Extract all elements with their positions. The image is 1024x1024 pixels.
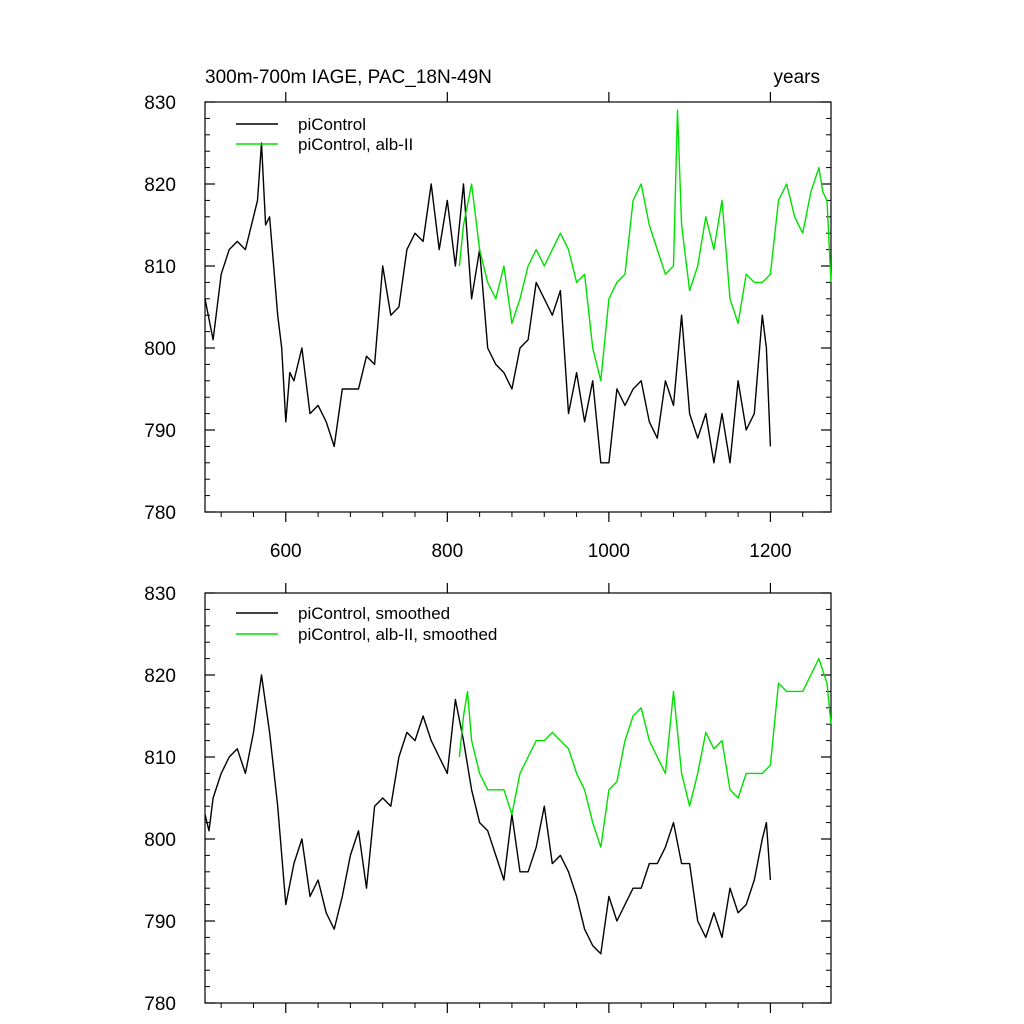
series-line-alb-ii bbox=[458, 657, 832, 848]
y-tick-label: 820 bbox=[144, 666, 176, 687]
y-tick-label: 790 bbox=[144, 421, 176, 442]
y-tick-label: 800 bbox=[144, 339, 176, 360]
y-tick-label: 780 bbox=[144, 994, 176, 1015]
y-tick-label: 790 bbox=[144, 912, 176, 933]
y-tick-label: 800 bbox=[144, 830, 176, 851]
x-tick-label: 1200 bbox=[749, 541, 791, 562]
plot-frame bbox=[204, 101, 832, 513]
bottom-panel: 780 790 800 810 820 830 piControl, smoothed p… bbox=[144, 583, 832, 1015]
series-line-picontrol bbox=[204, 142, 772, 464]
y-tick-label: 810 bbox=[144, 257, 176, 278]
legend: piControl piControl, alb-II bbox=[236, 115, 413, 154]
y-tick-label: 810 bbox=[144, 748, 176, 769]
legend-label-picontrol-smoothed: piControl, smoothed bbox=[298, 604, 450, 623]
x-tick-label: 800 bbox=[431, 541, 463, 562]
y-tick-label: 830 bbox=[144, 93, 176, 114]
plot-frame bbox=[204, 592, 832, 1004]
legend-label-picontrol: piControl bbox=[298, 115, 366, 134]
series-line-alb-ii bbox=[458, 109, 832, 382]
x-tick-label: 600 bbox=[270, 541, 302, 562]
chart-units-label: years bbox=[774, 67, 820, 88]
series-line-picontrol bbox=[204, 674, 772, 955]
legend-label-alb-ii: piControl, alb-II bbox=[298, 135, 413, 154]
y-tick-label: 830 bbox=[144, 584, 176, 605]
y-tick-label: 820 bbox=[144, 175, 176, 196]
top-panel: 300m-700m IAGE, PAC_18N-49N years 780 790… bbox=[144, 67, 832, 562]
legend-label-alb-ii-smoothed: piControl, alb-II, smoothed bbox=[298, 625, 497, 644]
y-tick-label: 780 bbox=[144, 503, 176, 524]
x-tick-label: 1000 bbox=[588, 541, 630, 562]
legend: piControl, smoothed piControl, alb-II, s… bbox=[236, 604, 497, 644]
chart-title: 300m-700m IAGE, PAC_18N-49N bbox=[205, 67, 492, 88]
